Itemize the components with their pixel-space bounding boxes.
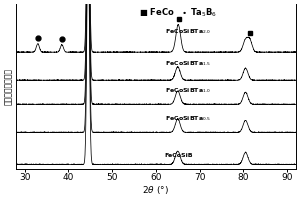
Text: FeCoSiB: FeCoSiB (165, 153, 193, 158)
Text: FeCoSiBTa$_{1.5}$: FeCoSiBTa$_{1.5}$ (165, 59, 211, 68)
Text: FeCoSiBTa$_{1.0}$: FeCoSiBTa$_{1.0}$ (165, 86, 211, 95)
X-axis label: 2$\theta$ (°): 2$\theta$ (°) (142, 184, 169, 196)
Text: $\blacksquare$ FeCo   $\bullet$ Ta$_5$B$_6$: $\blacksquare$ FeCo $\bullet$ Ta$_5$B$_6… (139, 7, 217, 19)
Y-axis label: 强度（随机单位）: 强度（随机单位） (4, 68, 13, 105)
Text: FeCoSiBTa$_{0.5}$: FeCoSiBTa$_{0.5}$ (165, 114, 211, 123)
Text: FeCoSiBTa$_{2.0}$: FeCoSiBTa$_{2.0}$ (165, 27, 211, 36)
